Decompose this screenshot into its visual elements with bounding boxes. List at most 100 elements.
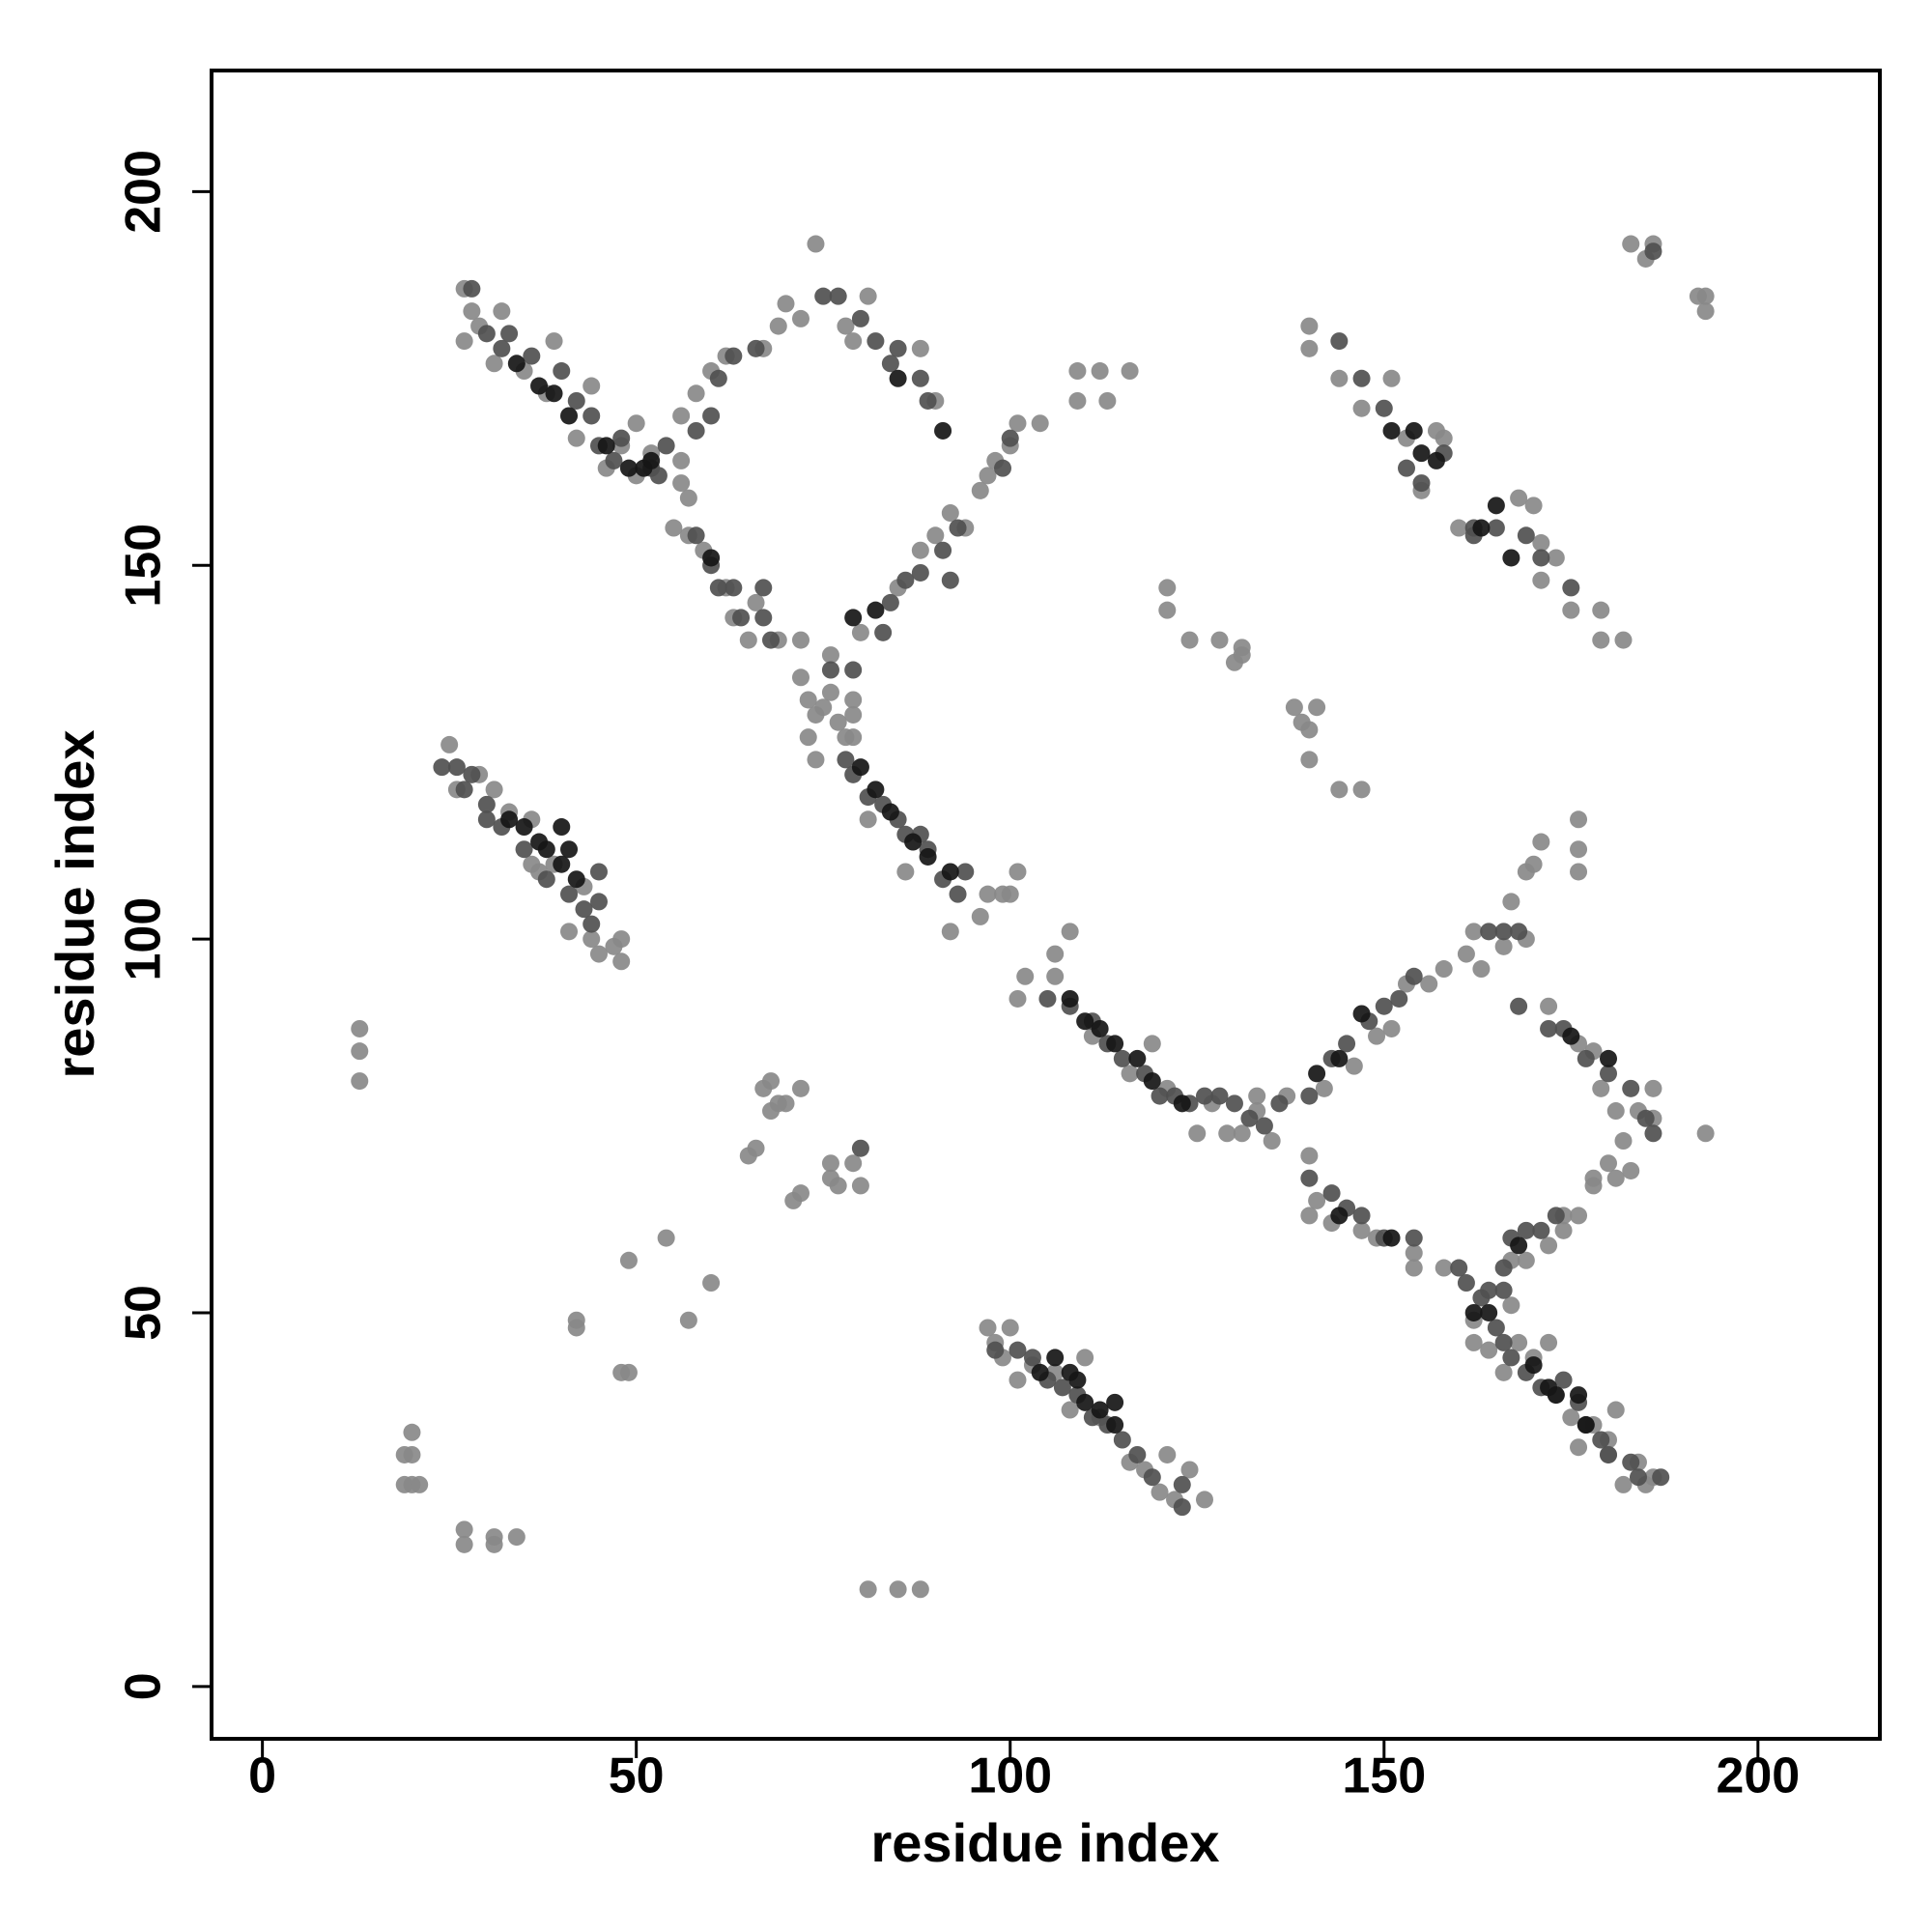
point	[979, 1319, 997, 1337]
point	[1106, 1035, 1124, 1053]
point	[411, 1475, 429, 1493]
point	[1300, 1147, 1319, 1165]
point	[874, 623, 893, 641]
point	[679, 489, 697, 507]
points	[351, 235, 1715, 1599]
point	[1450, 1259, 1468, 1277]
point	[485, 355, 503, 373]
point	[1009, 1341, 1027, 1359]
point	[1076, 1393, 1094, 1411]
point	[560, 840, 579, 859]
point	[1570, 863, 1588, 881]
point	[1001, 1319, 1019, 1337]
point	[1405, 1259, 1423, 1277]
point	[477, 795, 496, 813]
point	[1517, 1251, 1535, 1269]
point	[1091, 362, 1109, 381]
point	[1517, 1221, 1535, 1239]
point	[1487, 497, 1505, 515]
point	[1480, 1281, 1498, 1299]
point	[1524, 855, 1543, 873]
point	[1009, 1371, 1027, 1389]
point	[1606, 1169, 1625, 1187]
point	[1614, 1475, 1633, 1493]
point	[537, 870, 555, 889]
point	[1427, 451, 1445, 469]
point	[1210, 1087, 1229, 1105]
point	[1420, 975, 1438, 993]
point	[1464, 1333, 1483, 1351]
point	[545, 332, 563, 351]
point	[1068, 362, 1087, 381]
point	[1143, 1072, 1161, 1091]
point	[1195, 1087, 1213, 1105]
point	[1412, 474, 1431, 493]
point	[1046, 945, 1065, 963]
point	[1151, 1483, 1169, 1501]
point	[1330, 1049, 1349, 1067]
point	[1330, 369, 1349, 387]
point	[1622, 1079, 1640, 1097]
point	[1001, 885, 1019, 903]
point	[844, 661, 863, 679]
point	[589, 945, 608, 963]
point	[1494, 1281, 1513, 1299]
point	[814, 287, 833, 305]
point	[1330, 1207, 1349, 1225]
point	[844, 728, 863, 747]
point	[926, 526, 945, 545]
point	[986, 1341, 1005, 1359]
point	[1547, 1207, 1565, 1225]
point	[1696, 287, 1715, 305]
point	[1352, 1005, 1371, 1023]
point	[1696, 1124, 1715, 1143]
y-tick-label: 200	[116, 150, 172, 234]
point	[1009, 989, 1027, 1008]
point	[807, 751, 825, 769]
point	[1173, 1094, 1191, 1113]
point	[1554, 1371, 1573, 1389]
point	[1510, 1236, 1528, 1255]
point	[530, 377, 549, 395]
point	[1600, 1445, 1618, 1463]
point	[500, 810, 519, 829]
point	[1487, 519, 1505, 537]
point	[1510, 997, 1528, 1015]
point	[1464, 923, 1483, 941]
point	[1031, 414, 1049, 433]
point	[1524, 497, 1543, 515]
point	[1644, 242, 1662, 261]
point	[1151, 1087, 1169, 1105]
point	[1494, 1333, 1513, 1351]
point	[515, 840, 533, 859]
point	[769, 317, 787, 335]
point	[829, 713, 847, 731]
point	[553, 855, 571, 873]
point	[515, 818, 533, 837]
point	[919, 391, 937, 410]
point	[612, 429, 631, 447]
point	[672, 407, 691, 425]
point	[1061, 989, 1079, 1008]
point	[941, 571, 959, 589]
point	[702, 1274, 721, 1293]
point	[679, 1311, 697, 1329]
point	[1629, 1468, 1647, 1487]
point	[1113, 1049, 1131, 1067]
point	[582, 930, 601, 949]
point	[1315, 1079, 1333, 1097]
point	[1173, 1475, 1191, 1493]
point	[1606, 1401, 1625, 1419]
point	[1502, 893, 1520, 911]
point	[1464, 1303, 1483, 1321]
point	[1270, 1094, 1289, 1113]
point	[1076, 1349, 1094, 1367]
point	[1233, 1124, 1251, 1143]
point	[1382, 1229, 1401, 1247]
point	[1352, 399, 1371, 417]
point	[1592, 1079, 1610, 1097]
point	[1121, 362, 1139, 381]
point	[1405, 421, 1423, 440]
point	[1487, 1319, 1505, 1337]
point	[1510, 489, 1528, 507]
